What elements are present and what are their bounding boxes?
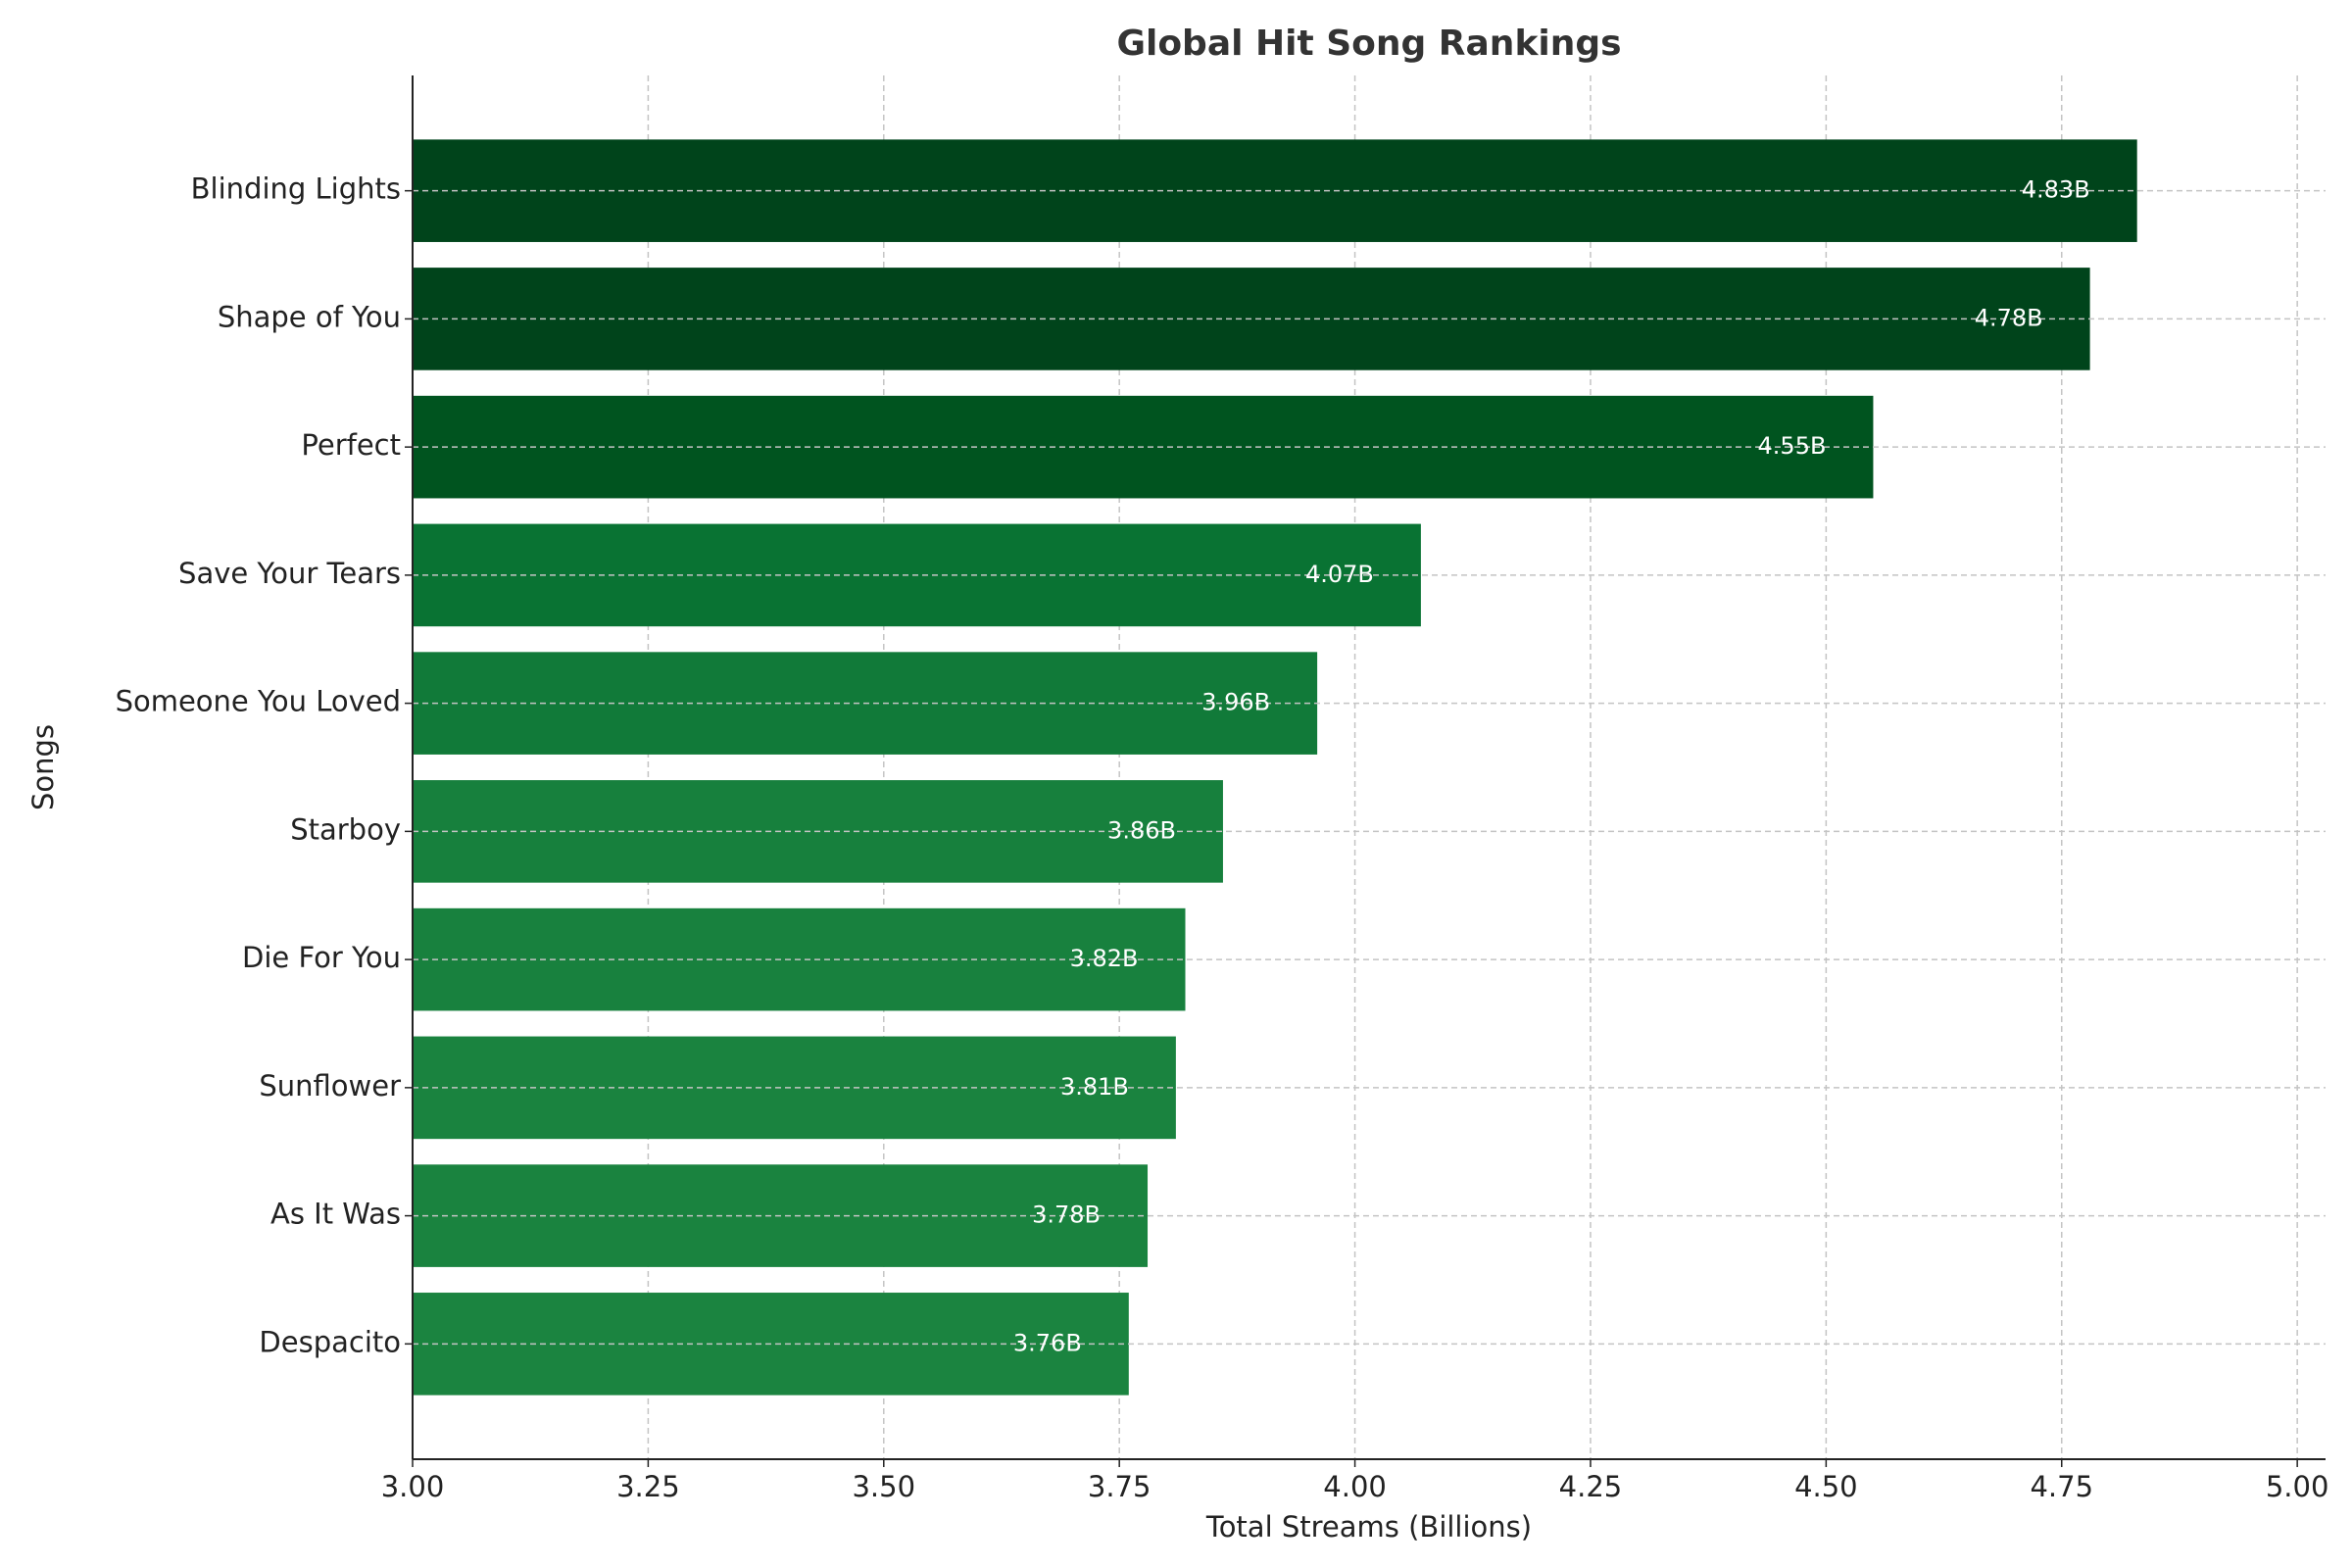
value-label: 3.82B <box>1070 945 1139 972</box>
value-label: 4.78B <box>1975 304 2043 331</box>
bar <box>413 1036 1176 1140</box>
x-tick-label: 3.25 <box>616 1470 680 1503</box>
x-tick-label: 4.50 <box>1794 1470 1858 1503</box>
x-tick-label: 3.50 <box>852 1470 915 1503</box>
y-axis-label: Songs <box>26 724 60 810</box>
x-tick-label: 3.75 <box>1088 1470 1152 1503</box>
x-tick-label: 5.00 <box>2266 1470 2329 1503</box>
x-axis-label: Total Streams (Billions) <box>1205 1510 1532 1544</box>
value-label: 3.76B <box>1013 1329 1082 1356</box>
y-tick-label: Someone You Loved <box>116 685 401 718</box>
value-label: 3.78B <box>1032 1201 1101 1229</box>
x-tick-label: 4.25 <box>1559 1470 1623 1503</box>
x-tick-label: 4.75 <box>2030 1470 2093 1503</box>
y-tick-label: Sunflower <box>259 1069 401 1102</box>
value-label: 4.83B <box>2022 176 2090 204</box>
y-tick-label: As It Was <box>270 1198 401 1231</box>
y-tick-label: Starboy <box>290 812 401 846</box>
y-tick-label: Blinding Lights <box>191 172 401 206</box>
chart-title: Global Hit Song Rankings <box>1116 24 1621 64</box>
value-label: 4.07B <box>1305 561 1374 588</box>
y-tick-label: Save Your Tears <box>178 557 401 590</box>
value-label: 4.55B <box>1758 432 1827 460</box>
y-tick-label: Perfect <box>301 428 401 462</box>
value-label: 3.96B <box>1201 689 1270 716</box>
y-tick-label: Die For You <box>242 941 401 974</box>
x-tick-label: 3.00 <box>381 1470 445 1503</box>
value-label: 3.86B <box>1107 816 1176 844</box>
value-label: 3.81B <box>1060 1073 1129 1101</box>
x-tick-label: 4.00 <box>1323 1470 1387 1503</box>
y-tick-label: Despacito <box>259 1325 401 1358</box>
y-tick-label: Shape of You <box>218 300 401 333</box>
